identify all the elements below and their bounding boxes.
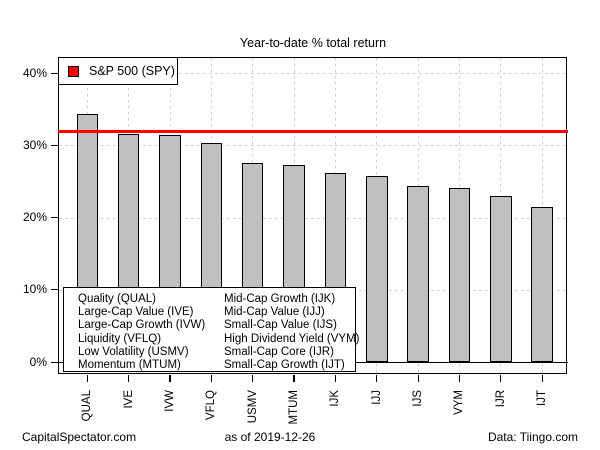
x-tick-label: USMV — [246, 390, 259, 424]
y-tick-label: 30% — [22, 137, 47, 152]
x-tick-label: MTUM — [288, 390, 301, 425]
h-gridline — [59, 145, 567, 147]
spy-reference-line — [58, 130, 568, 134]
chart-title: Year-to-date % total return — [239, 36, 387, 50]
x-tick — [86, 375, 88, 382]
bar-ijj — [366, 175, 388, 362]
footer: CapitalSpectator.com as of 2019-12-26 Da… — [0, 430, 600, 448]
x-tick-label: IVE — [122, 390, 135, 409]
y-tick — [51, 361, 58, 363]
spy-legend-label: S&P 500 (SPY) — [89, 64, 175, 78]
x-tick — [500, 375, 502, 382]
bar-ijt — [531, 207, 553, 362]
h-gridline — [59, 73, 567, 74]
x-tick — [541, 375, 543, 382]
footer-data-credit: Data: Tiingo.com — [487, 430, 578, 444]
factor-key-item: Small-Cap Core (IJR) — [224, 345, 334, 358]
h-gridline — [59, 217, 567, 219]
x-tick-label: IJT — [536, 390, 549, 406]
footer-asof-date: as of 2019-12-26 — [224, 430, 316, 444]
y-tick-label: 0% — [29, 354, 47, 369]
factor-key-item: Quality (QUAL) — [78, 293, 156, 305]
x-tick — [252, 375, 254, 382]
factor-key-item: Mid-Cap Value (IJJ) — [224, 306, 325, 319]
bar-ijr — [490, 195, 512, 362]
plot-area-border — [58, 57, 567, 374]
x-tick — [210, 375, 212, 382]
y-tick — [51, 72, 58, 74]
x-tick — [376, 375, 378, 382]
x-tick — [169, 375, 171, 382]
factor-key-item: Liquidity (VFLQ) — [78, 332, 162, 345]
y-tick — [51, 289, 58, 291]
bar-vym — [448, 187, 471, 362]
factor-key-item: Large-Cap Growth (IVW) — [78, 319, 206, 332]
footer-source: CapitalSpectator.com — [22, 430, 137, 444]
factor-key-item: Mid-Cap Growth (IJK) — [224, 293, 336, 305]
factor-key-item: Small-Cap Value (IJS) — [224, 319, 337, 332]
x-tick-label: IJR — [494, 390, 507, 408]
y-tick — [51, 217, 58, 219]
bar-ijs — [407, 186, 429, 362]
x-tick-label: QUAL — [81, 390, 94, 422]
factor-key-item: Small-Cap Growth (IJT) — [224, 359, 345, 372]
x-tick-label: IJJ — [370, 390, 383, 405]
x-tick — [334, 375, 336, 382]
factor-key-item: Large-Cap Value (IVE) — [78, 306, 194, 319]
x-tick — [458, 375, 461, 382]
x-tick — [293, 375, 295, 382]
y-tick-label: 10% — [22, 282, 47, 297]
x-tick-label: VFLQ — [205, 390, 218, 421]
spy-legend: S&P 500 (SPY) — [58, 57, 178, 85]
factor-key-column-1: Quality (QUAL) Large-Cap Value (IVE) Large… — [78, 293, 224, 371]
y-tick — [51, 144, 58, 146]
factor-key-box: Quality (QUAL) Large-Cap Value (IVE) Large… — [63, 287, 360, 372]
x-tick-label: IVW — [164, 390, 176, 412]
x-tick — [128, 375, 130, 382]
x-tick-label: VYM — [453, 390, 466, 415]
spy-legend-marker-icon — [68, 65, 79, 77]
factor-key-item: Low Volatility (USMV) — [78, 345, 189, 358]
x-tick — [417, 375, 419, 382]
y-tick-label: 40% — [22, 65, 47, 80]
x-tick-label: IJK — [329, 390, 342, 407]
factor-key-column-2: Mid-Cap Growth (IJK) Mid-Cap Value (IJJ) S… — [224, 293, 360, 372]
factor-key-item: Momentum (MTUM) — [78, 359, 181, 372]
factor-key-item: High Dividend Yield (VYM) — [224, 332, 360, 345]
x-tick-label: IJS — [412, 390, 425, 407]
y-tick-label: 20% — [22, 210, 47, 224]
